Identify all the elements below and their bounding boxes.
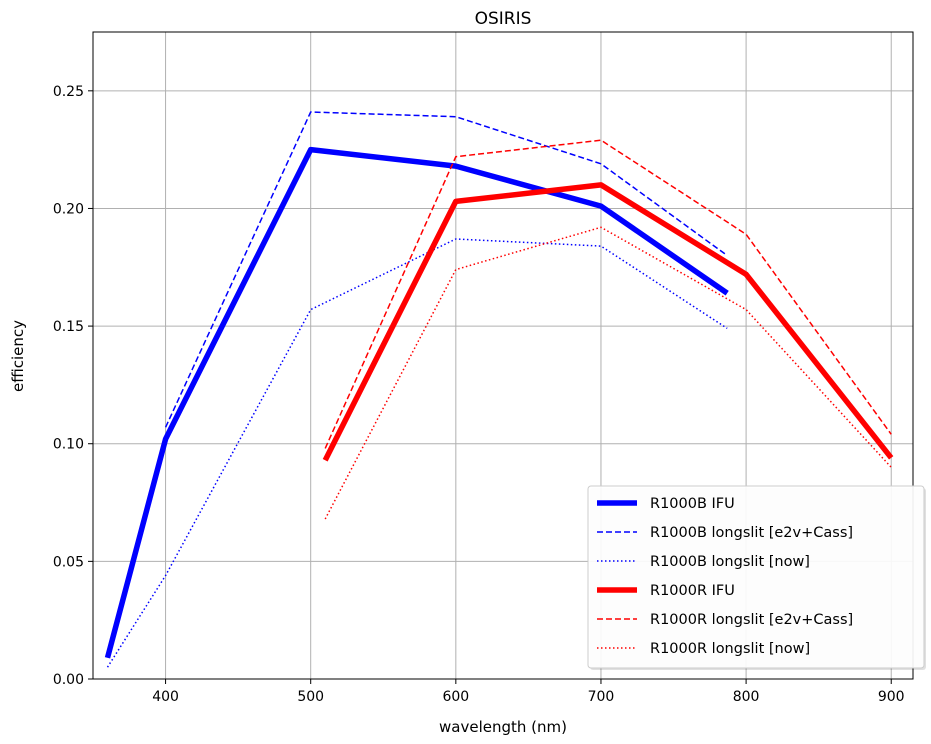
y-tick-label: 0.10 bbox=[53, 437, 84, 453]
series-line-5 bbox=[324, 226, 892, 520]
legend-box bbox=[587, 485, 925, 669]
series-line-1 bbox=[164, 111, 728, 428]
legend-label: R1000R longslit [now] bbox=[650, 641, 810, 657]
x-tick-label: 900 bbox=[878, 689, 905, 705]
legend-label: R1000B IFU bbox=[650, 496, 735, 512]
legend-label: R1000B longslit [e2v+Cass] bbox=[650, 525, 853, 541]
x-tick-label: 500 bbox=[297, 689, 324, 705]
series-line-2 bbox=[106, 238, 728, 668]
x-tick-label: 400 bbox=[152, 689, 179, 705]
legend: R1000B IFU R1000B longslit [e2v+Cass] R100… bbox=[587, 485, 926, 670]
series-line-4 bbox=[324, 139, 892, 449]
legend-label: R1000R IFU bbox=[650, 583, 735, 599]
axis-ticks: 400 500 600 700 800 900 0.00 0.05 0.10 0.15 0.20 0.… bbox=[53, 84, 905, 705]
chart-title: OSIRIS bbox=[475, 9, 532, 29]
x-axis-label: wavelength (nm) bbox=[439, 718, 567, 736]
y-tick-label: 0.05 bbox=[53, 554, 84, 570]
y-tick-label: 0.00 bbox=[53, 672, 84, 688]
series-line-0 bbox=[104, 146, 729, 659]
series-lines bbox=[104, 111, 894, 668]
y-tick-label: 0.20 bbox=[53, 201, 84, 217]
x-tick-label: 800 bbox=[733, 689, 760, 705]
series-line-3 bbox=[322, 182, 894, 462]
y-tick-label: 0.15 bbox=[53, 319, 84, 335]
y-tick-label: 0.25 bbox=[53, 84, 84, 100]
legend-label: R1000R longslit [e2v+Cass] bbox=[650, 612, 853, 628]
x-tick-label: 600 bbox=[442, 689, 469, 705]
plot-frame bbox=[92, 31, 914, 680]
x-tick-label: 700 bbox=[588, 689, 615, 705]
legend-label: R1000B longslit [now] bbox=[650, 554, 810, 570]
y-axis-label: efficiency bbox=[9, 320, 27, 392]
